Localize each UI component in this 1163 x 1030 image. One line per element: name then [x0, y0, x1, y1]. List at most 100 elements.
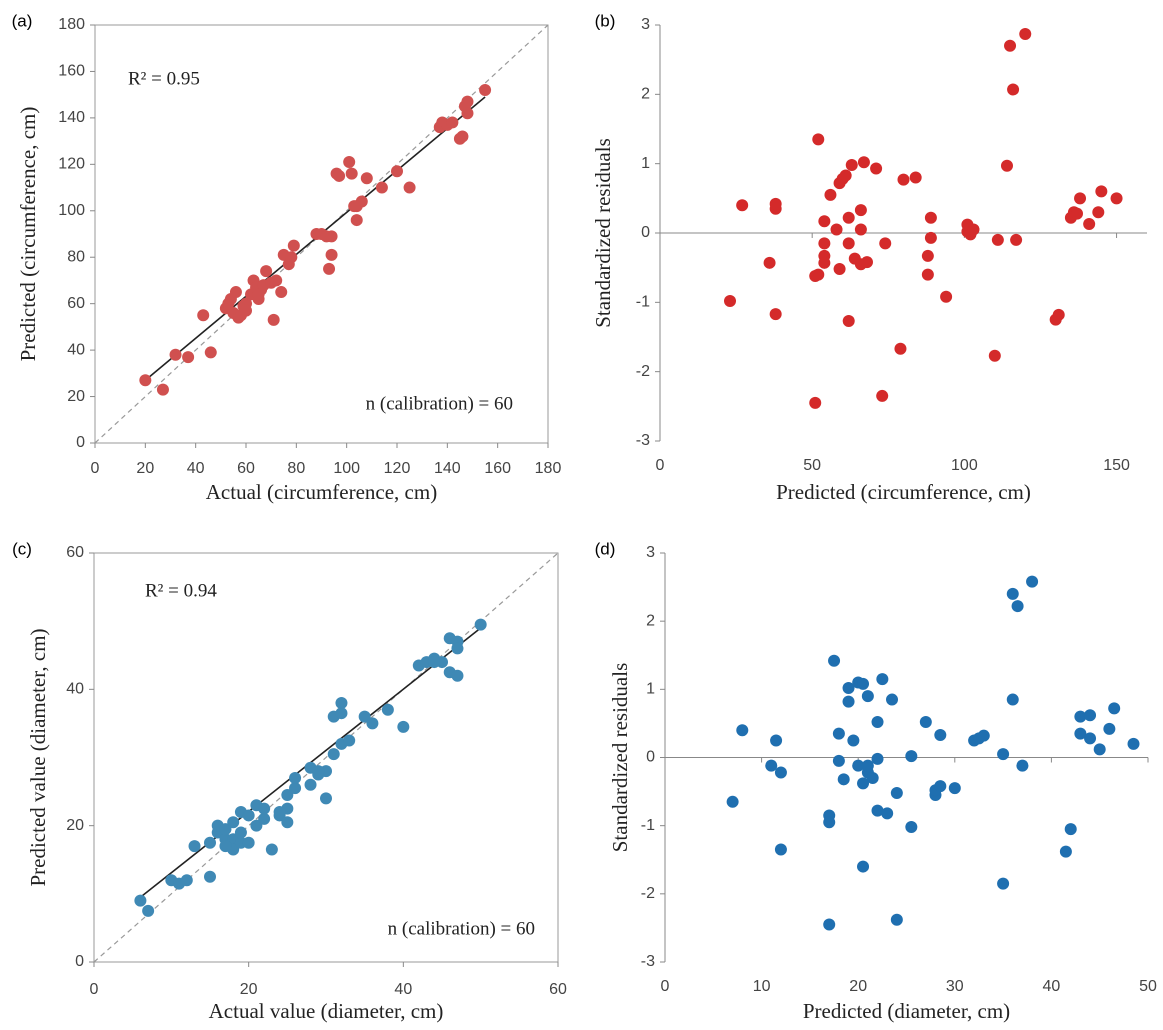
y-tick-label: 3 [646, 544, 655, 561]
x-tick-label: 0 [656, 457, 665, 474]
data-point [366, 717, 378, 729]
data-point [320, 792, 332, 804]
y-tick-label: -3 [641, 953, 655, 970]
x-tick-label: 0 [90, 981, 99, 998]
y-tick-label: 2 [641, 86, 650, 103]
data-point [736, 199, 748, 211]
data-point [862, 690, 874, 702]
x-tick-label: 40 [1043, 978, 1061, 995]
data-point [288, 240, 300, 252]
data-point [1108, 702, 1120, 714]
y-tick-label: 60 [66, 544, 84, 561]
data-point [812, 133, 824, 145]
data-point [770, 734, 782, 746]
data-point [189, 840, 201, 852]
data-point [857, 861, 869, 873]
y-tick-label: 0 [641, 224, 650, 241]
data-point [397, 721, 409, 733]
data-point [855, 224, 867, 236]
data-point [289, 772, 301, 784]
data-point [361, 172, 373, 184]
data-point [219, 840, 231, 852]
data-point [770, 198, 782, 210]
y-tick-label: 20 [67, 388, 85, 405]
data-point [876, 390, 888, 402]
data-point [910, 172, 922, 184]
data-point [1092, 206, 1104, 218]
data-point [828, 655, 840, 667]
y-axis-label: Standardized residuals [608, 663, 632, 853]
y-tick-label: 100 [58, 202, 85, 219]
y-tick-label: 3 [641, 16, 650, 33]
data-point [775, 766, 787, 778]
data-point [335, 707, 347, 719]
x-tick-label: 100 [333, 460, 360, 477]
data-point [253, 288, 265, 300]
data-point [824, 189, 836, 201]
x-tick-label: 150 [1103, 457, 1130, 474]
x-tick-label: 120 [384, 460, 411, 477]
data-point [323, 263, 335, 275]
y-tick-label: -2 [636, 363, 650, 380]
data-point [475, 619, 487, 631]
data-point [872, 716, 884, 728]
data-point [382, 704, 394, 716]
data-point [1094, 743, 1106, 755]
y-tick-label: 2 [646, 612, 655, 629]
data-point [891, 914, 903, 926]
data-point [266, 844, 278, 856]
data-point [843, 696, 855, 708]
data-point [404, 182, 416, 194]
y-tick-label: 0 [646, 749, 655, 766]
data-point [886, 694, 898, 706]
data-point [898, 174, 910, 186]
y-tick-label: 0 [76, 434, 85, 451]
y-tick-label: -3 [636, 432, 650, 449]
data-point [838, 773, 850, 785]
data-point [881, 807, 893, 819]
data-point [479, 84, 491, 96]
data-point [1053, 309, 1065, 321]
y-axis-label: Predicted (circumference, cm) [16, 107, 40, 362]
x-tick-label: 20 [849, 978, 867, 995]
data-point [446, 117, 458, 129]
data-point [876, 673, 888, 685]
data-point [1060, 846, 1072, 858]
x-tick-label: 50 [803, 457, 821, 474]
data-point [1083, 218, 1095, 230]
data-point [989, 350, 1001, 362]
data-point [243, 837, 255, 849]
y-tick-label: 40 [67, 341, 85, 358]
y-tick-label: 80 [67, 248, 85, 265]
data-point [891, 787, 903, 799]
data-point [858, 156, 870, 168]
data-point [326, 230, 338, 242]
data-point [1007, 694, 1019, 706]
data-point [134, 895, 146, 907]
data-point [872, 753, 884, 765]
data-point [235, 826, 247, 838]
data-point [1071, 208, 1083, 220]
figure: 0204060801001201401601800204060801001201… [0, 0, 1163, 1025]
x-tick-label: 60 [237, 460, 255, 477]
data-point [197, 309, 209, 321]
data-point [857, 678, 869, 690]
data-point [818, 257, 830, 269]
data-point [268, 314, 280, 326]
x-tick-label: 20 [240, 981, 258, 998]
data-point [997, 748, 1009, 760]
y-tick-label: 160 [58, 63, 85, 80]
data-point [855, 204, 867, 216]
x-axis-label: Actual value (diameter, cm) [209, 999, 444, 1023]
data-point [727, 796, 739, 808]
y-tick-label: 40 [66, 681, 84, 698]
data-point [862, 760, 874, 772]
data-point [1111, 192, 1123, 204]
data-point [1001, 160, 1013, 172]
data-point [1012, 600, 1024, 612]
x-tick-label: 50 [1139, 978, 1157, 995]
data-point [328, 748, 340, 760]
x-tick-label: 40 [394, 981, 412, 998]
data-point [243, 809, 255, 821]
data-point [843, 315, 855, 327]
